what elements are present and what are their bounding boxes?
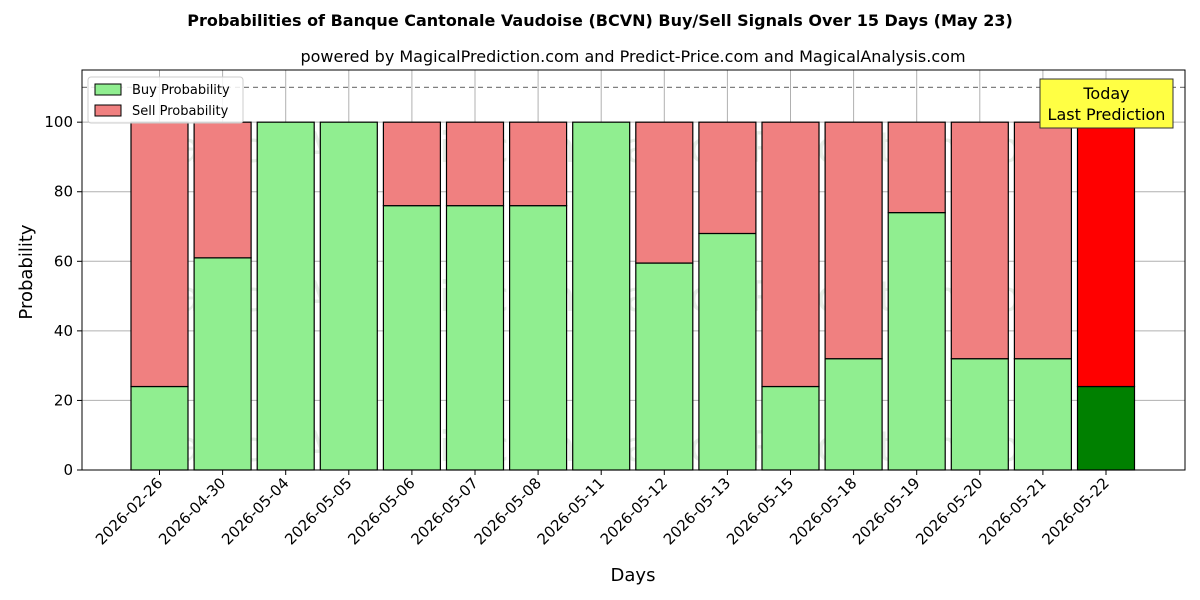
bars-group: [130, 121, 1136, 471]
today-annotation-box: [1039, 78, 1174, 129]
x-tick-label: 2026-05-05: [281, 474, 355, 548]
buy-bar: [1013, 358, 1073, 471]
y-tick-label: 100: [44, 113, 73, 131]
x-tick-label: 2026-05-20: [912, 474, 986, 548]
buy-bar: [950, 358, 1009, 471]
sell-bar: [761, 121, 820, 388]
x-tick-label: 2026-05-04: [218, 474, 292, 548]
sell-bar: [509, 121, 568, 207]
buy-bar: [698, 232, 757, 471]
y-tick-label: 40: [54, 322, 73, 340]
y-tick-label: 20: [54, 391, 73, 409]
x-tick-label: 2026-05-19: [849, 474, 923, 548]
buy-bar: [1076, 385, 1136, 471]
legend-swatch: [94, 83, 122, 96]
x-tick-label: 2026-05-06: [344, 474, 418, 548]
sell-bar: [193, 121, 252, 259]
buy-bar: [130, 385, 189, 471]
buy-bar: [256, 121, 315, 471]
buy-bar: [509, 205, 568, 471]
x-axis-label: Days: [611, 565, 656, 586]
sell-bar: [130, 121, 189, 388]
legend-box: [87, 76, 244, 124]
sell-bar: [445, 121, 505, 207]
plot-frame: [81, 69, 1186, 471]
chart-title: Probabilities of Banque Cantonale Vaudoi…: [187, 11, 1013, 30]
x-tick-label: 2026-05-13: [660, 474, 734, 548]
y-axis-label: Probability: [16, 224, 37, 319]
y-tick-label: 60: [54, 252, 73, 270]
x-tick-label: 2026-05-21: [975, 474, 1049, 548]
y-tick-label: 80: [54, 183, 73, 201]
buy-bar: [319, 121, 378, 471]
buy-bar: [635, 262, 694, 471]
sell-bar: [382, 121, 441, 207]
buy-bar: [761, 385, 820, 471]
legend: Buy Probability Sell Probability: [87, 76, 244, 124]
x-tick-label: 2026-04-30: [155, 474, 229, 548]
x-tick-label: 2026-05-15: [723, 474, 797, 548]
x-tick-label: 2026-05-18: [786, 474, 860, 548]
x-tick-label: 2026-02-26: [92, 474, 166, 548]
sell-bar: [887, 121, 946, 214]
sell-bar: [824, 121, 883, 360]
legend-swatch: [94, 104, 122, 117]
y-tick-label: 0: [63, 461, 73, 479]
today-annotation-line1: Today: [1082, 84, 1129, 103]
sell-bar: [1076, 121, 1136, 388]
x-tick-label: 2026-05-12: [597, 474, 671, 548]
today-annotation: Today Last Prediction: [1039, 78, 1174, 129]
x-tick-label: 2026-05-22: [1038, 474, 1112, 548]
buy-bar: [572, 121, 631, 471]
x-tick-label: 2026-05-08: [471, 474, 545, 548]
chart-subtitle: powered by MagicalPrediction.com and Pre…: [300, 47, 965, 66]
today-annotation-line2: Last Prediction: [1048, 105, 1166, 124]
buy-bar: [382, 205, 441, 471]
buy-bar: [193, 257, 252, 471]
sell-bar: [1013, 121, 1073, 360]
x-tick-label: 2026-05-11: [534, 474, 608, 548]
sell-bar: [950, 121, 1009, 360]
buy-bar: [887, 212, 946, 471]
buy-bar: [824, 358, 883, 471]
legend-label: Sell Probability: [132, 104, 229, 119]
sell-bar: [698, 121, 757, 235]
x-tick-label: 2026-05-07: [407, 474, 481, 548]
sell-bar: [635, 121, 694, 264]
buy-bar: [445, 205, 505, 471]
legend-label: Buy Probability: [132, 83, 230, 98]
